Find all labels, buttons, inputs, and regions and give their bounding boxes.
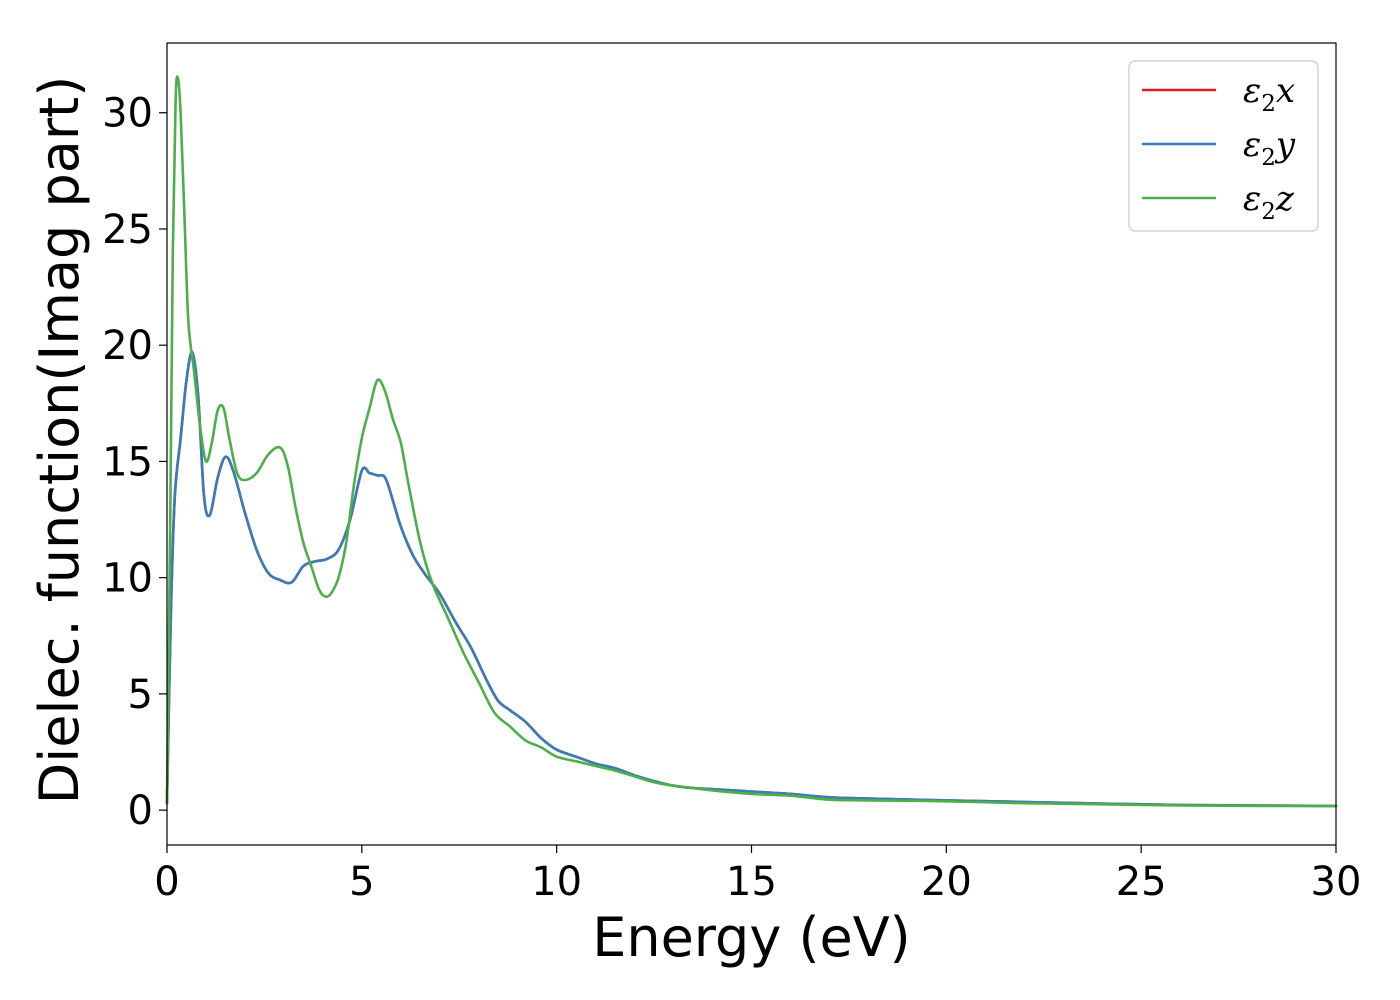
x-tick-label: 10 <box>531 859 582 905</box>
legend-label-main: ε <box>1243 71 1261 111</box>
x-tick-label: 0 <box>154 859 179 905</box>
legend-label-main: ε <box>1243 179 1261 219</box>
series-line-x <box>165 350 1338 808</box>
y-tick-label: 0 <box>128 788 153 834</box>
legend-label-y: ε2y <box>1243 125 1296 171</box>
legend-label-subscript: 2 <box>1261 199 1276 225</box>
legend-label-x: ε2x <box>1243 71 1295 117</box>
legend-label-subscript: 2 <box>1261 145 1276 171</box>
y-tick-label: 30 <box>102 91 153 137</box>
legend-box <box>1128 60 1319 232</box>
series-line-z <box>165 75 1338 808</box>
x-tick-label: 5 <box>349 859 374 905</box>
y-axis-ticks: 0 5 10 15 20 25 30 <box>102 91 167 834</box>
plot-area <box>165 75 1338 808</box>
x-axis-title: Energy (eV) <box>592 906 911 969</box>
y-tick-label: 15 <box>102 439 153 485</box>
y-tick-label: 20 <box>102 323 153 369</box>
x-tick-label: 25 <box>1116 859 1167 905</box>
x-axis-ticks: 0 5 10 15 20 25 30 <box>154 845 1361 905</box>
legend-label-subscript: 2 <box>1261 91 1276 117</box>
legend-label-suffix: z <box>1275 179 1295 219</box>
x-tick-label: 15 <box>726 859 777 905</box>
legend-label-z: ε2z <box>1243 179 1295 225</box>
x-tick-label: 20 <box>921 859 972 905</box>
y-tick-label: 10 <box>102 556 153 602</box>
y-axis-title: Dielec. function(Imag part) <box>28 76 91 805</box>
series-line-y <box>165 350 1338 808</box>
y-tick-label: 5 <box>128 672 153 718</box>
y-tick-label: 25 <box>102 207 153 253</box>
plot-frame <box>166 42 1337 846</box>
legend-label-main: ε <box>1243 125 1261 165</box>
legend-label-suffix: x <box>1276 71 1295 111</box>
x-tick-label: 30 <box>1311 859 1362 905</box>
legend-label-suffix: y <box>1274 125 1296 165</box>
